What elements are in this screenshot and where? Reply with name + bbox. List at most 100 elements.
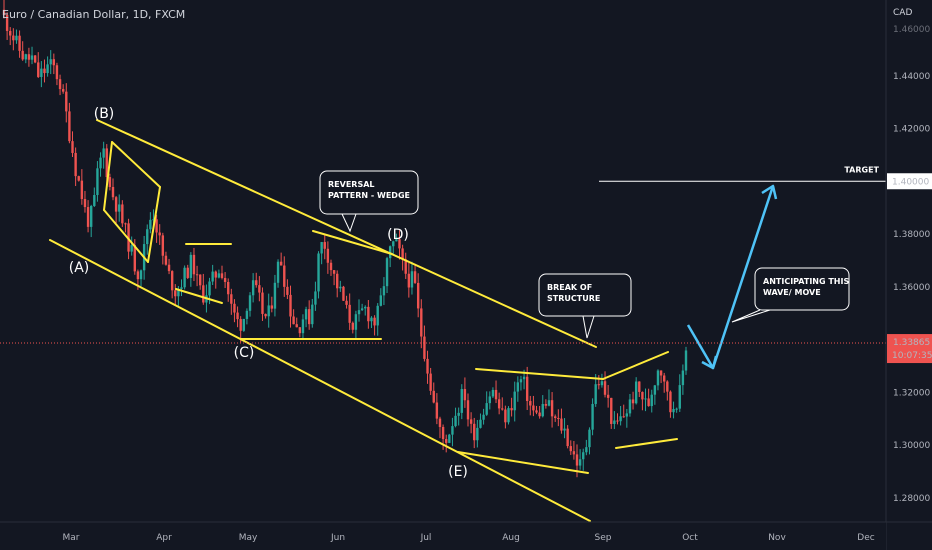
- candle-body: [404, 259, 407, 274]
- candle-body: [270, 305, 274, 309]
- candle-body: [532, 405, 535, 411]
- candle-body: [373, 317, 376, 326]
- candle-body: [161, 235, 165, 256]
- candle-body: [317, 253, 320, 292]
- time-tick-label: Apr: [156, 533, 172, 543]
- candle-body: [619, 416, 622, 422]
- candle-body: [133, 245, 136, 272]
- candle-body: [382, 286, 386, 296]
- candle-body: [93, 195, 96, 206]
- time-tick-label: Dec: [857, 533, 874, 543]
- symbol-title[interactable]: Euro / Canadian Dollar, 1D, FXCM: [2, 8, 186, 21]
- anticipating-move-callout: ANTICIPATING THIS WAVE/ MOVE: [731, 267, 850, 323]
- candle-body: [279, 261, 283, 266]
- candle-body: [684, 350, 688, 371]
- candle-body: [255, 280, 258, 286]
- candle-body: [261, 292, 264, 314]
- candle-body: [286, 286, 289, 295]
- candle-body: [441, 426, 445, 440]
- candle-body: [304, 309, 308, 320]
- currency-label: CAD: [893, 8, 913, 18]
- time-tick-label: Nov: [768, 533, 786, 543]
- chart-annotations: TARGET REVERSAL PATTERN - WEDGE BREAK OF STR…: [0, 106, 886, 522]
- candle-body: [398, 239, 401, 249]
- candle-body: [9, 30, 12, 36]
- candle-body: [186, 267, 189, 278]
- candle-body: [195, 274, 199, 276]
- candle-body: [364, 306, 367, 309]
- candle-body: [448, 434, 451, 443]
- candle-body: [401, 248, 404, 260]
- candle-body: [634, 381, 638, 404]
- candle-body: [613, 420, 616, 424]
- candle-body: [267, 305, 270, 317]
- candle-body: [557, 418, 560, 420]
- target-label: TARGET: [844, 165, 879, 174]
- candle-body: [625, 413, 629, 417]
- candle-body: [482, 414, 485, 420]
- candle-body: [535, 410, 538, 413]
- candle-body: [357, 310, 361, 315]
- candle-body: [476, 427, 479, 441]
- candle-body: [314, 291, 317, 305]
- candle-body: [638, 381, 641, 392]
- candle-body: [622, 416, 625, 418]
- price-tick-label: 1.28000: [893, 494, 930, 504]
- candle-body: [550, 400, 554, 417]
- candle-body: [519, 379, 523, 383]
- candle-body: [180, 287, 183, 289]
- callout-text: REVERSAL: [328, 180, 375, 189]
- candle-body: [12, 35, 15, 41]
- candle-body: [326, 248, 330, 263]
- candle-body: [55, 65, 59, 80]
- target-price-tag: [887, 173, 932, 190]
- candle-body: [429, 373, 432, 391]
- candle-body: [276, 261, 280, 283]
- candle-body: [563, 428, 566, 431]
- candle-body: [488, 396, 492, 404]
- candle-body: [491, 389, 495, 397]
- candle-body: [167, 264, 171, 272]
- candle-body: [385, 258, 389, 287]
- candle-body: [678, 385, 681, 409]
- current-price-text: 1.33865: [893, 338, 930, 348]
- candle-body: [127, 223, 130, 252]
- candle-body: [473, 423, 476, 441]
- candle-body: [460, 389, 463, 413]
- candle-body: [529, 401, 532, 406]
- reversal-wedge-callout: REVERSAL PATTERN - WEDGE: [319, 170, 419, 233]
- candle-body: [152, 219, 155, 221]
- candle-body: [121, 204, 124, 224]
- candle-body: [494, 389, 498, 400]
- candle-body: [202, 285, 205, 303]
- candle-body: [675, 408, 678, 410]
- candle-body: [108, 177, 112, 187]
- candle-body: [485, 403, 488, 415]
- price-tick-label: 1.30000: [893, 441, 930, 451]
- wave-label: (E): [448, 464, 468, 480]
- candle-body: [360, 308, 364, 311]
- candle-body: [46, 64, 49, 74]
- candle-body: [86, 207, 90, 227]
- candle-body: [413, 271, 417, 283]
- candle-body: [177, 288, 180, 297]
- candle-body: [71, 141, 74, 153]
- candle-body: [99, 157, 102, 169]
- candle-body: [554, 416, 557, 419]
- candle-body: [214, 271, 217, 278]
- candle-body: [354, 314, 358, 330]
- candle-body: [541, 404, 544, 417]
- candle-body: [569, 446, 572, 452]
- callout-box: [538, 273, 632, 317]
- candle-body: [525, 376, 529, 402]
- candle-body: [379, 295, 383, 306]
- candle-body: [89, 205, 93, 227]
- candle-body: [588, 429, 591, 448]
- rising-wedge-bottom: [615, 438, 678, 449]
- candle-body: [438, 418, 442, 427]
- candle-body: [560, 418, 563, 431]
- price-tick-label: 1.44000: [893, 72, 930, 82]
- wave-label: (D): [387, 227, 409, 243]
